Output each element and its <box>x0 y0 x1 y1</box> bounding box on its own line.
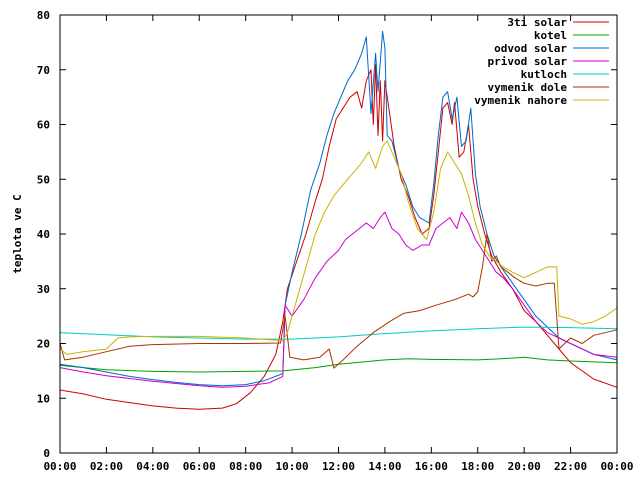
series-line-kotel <box>59 356 618 373</box>
x-tick-label: 10:00 <box>276 460 309 473</box>
y-tick-label: 0 <box>43 447 50 460</box>
series-line-kutloch <box>59 326 618 340</box>
legend-label-3ti-solar: 3ti solar <box>507 16 567 29</box>
legend-label-kutloch: kutloch <box>521 68 567 81</box>
x-tick-label: 02:00 <box>90 460 123 473</box>
series-line-vymenik-nahore <box>59 140 618 355</box>
series-line-3ti-solar <box>59 63 618 410</box>
x-tick-label: 00:00 <box>600 460 633 473</box>
series-layer <box>59 30 618 410</box>
y-tick-label: 40 <box>37 228 50 241</box>
y-axis-label: teplota ve C <box>11 194 24 273</box>
x-tick-label: 00:00 <box>43 460 76 473</box>
y-tick-label: 60 <box>37 119 50 132</box>
legend-label-vymenik-dole: vymenik dole <box>488 81 568 94</box>
x-tick-label: 22:00 <box>554 460 587 473</box>
axis-ticks <box>59 14 618 454</box>
y-tick-label: 80 <box>37 9 50 22</box>
axis-tick-labels: 0 10 20 30 40 50 60 70 80 00:00 02:00 04:00 06:00 08:… <box>37 9 634 473</box>
x-tick-label: 20:00 <box>508 460 541 473</box>
y-tick-label: 50 <box>37 173 50 186</box>
x-tick-label: 04:00 <box>136 460 169 473</box>
x-tick-label: 12:00 <box>322 460 355 473</box>
y-tick-label: 30 <box>37 283 50 296</box>
x-tick-label: 18:00 <box>461 460 494 473</box>
x-tick-label: 06:00 <box>183 460 216 473</box>
x-tick-label: 16:00 <box>415 460 448 473</box>
legend-label-vymenik-nahore: vymenik nahore <box>474 94 567 107</box>
y-tick-label: 70 <box>37 64 50 77</box>
y-tick-label: 10 <box>37 392 50 405</box>
series-line-privod-solar <box>59 211 618 388</box>
series-line-odvod-solar <box>59 30 618 387</box>
y-tick-label: 20 <box>37 338 50 351</box>
x-tick-label: 14:00 <box>368 460 401 473</box>
x-tick-label: 08:00 <box>229 460 262 473</box>
legend-label-kotel: kotel <box>534 29 567 42</box>
series-line-vymenik-dole <box>59 233 618 369</box>
legend-label-odvod-solar: odvod solar <box>494 42 567 55</box>
legend-label-privod-solar: privod solar <box>488 55 568 68</box>
